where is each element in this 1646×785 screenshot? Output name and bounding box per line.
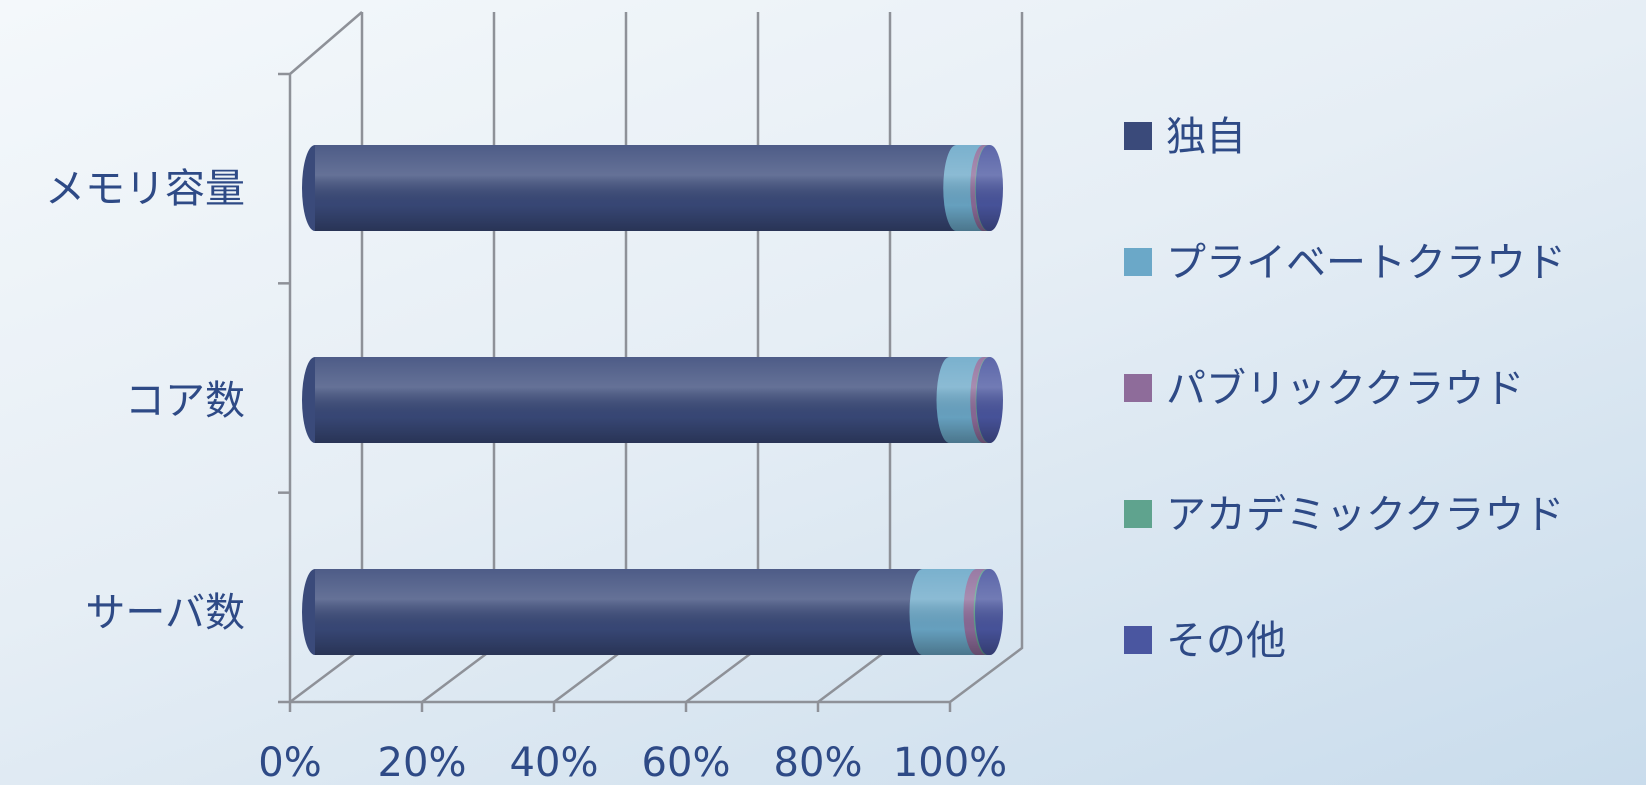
category-labels: サーバ数 コア数 メモリ容量 (45, 166, 245, 636)
bar-shading (315, 357, 990, 443)
category-label: メモリ容量 (45, 166, 245, 212)
x-tick-label: 40% (510, 740, 599, 785)
category-label: コア数 (125, 378, 245, 424)
x-tick-label: 20% (378, 740, 467, 785)
x-tick-label: 80% (774, 740, 863, 785)
bar-shading (315, 569, 990, 655)
bar-cap-shading (977, 569, 1003, 655)
legend-label: アカデミッククラウド (1166, 492, 1564, 538)
x-tick-label: 0% (258, 740, 321, 785)
legend-label: その他 (1166, 618, 1286, 664)
bar-cap-shading (977, 145, 1003, 231)
legend-label: 独自 (1166, 114, 1246, 160)
legend-swatch (1124, 374, 1152, 402)
gridline (949, 12, 1024, 703)
legend-swatch (1124, 500, 1152, 528)
legend-swatch (1124, 122, 1152, 150)
legend-swatch (1124, 626, 1152, 654)
bar-cap-shading (977, 357, 1003, 443)
category-label: サーバ数 (85, 590, 245, 636)
bar-shading (315, 145, 990, 231)
plot-bars (302, 145, 1003, 655)
x-tick-labels: 0% 20% 40% 60% 80% 100% (258, 740, 1007, 785)
legend-label: プライベートクラウド (1166, 240, 1566, 286)
legend-label: パブリッククラウド (1166, 366, 1524, 412)
x-tick-label: 100% (893, 740, 1007, 785)
x-tick-label: 60% (642, 740, 731, 785)
legend-swatch (1124, 248, 1152, 276)
